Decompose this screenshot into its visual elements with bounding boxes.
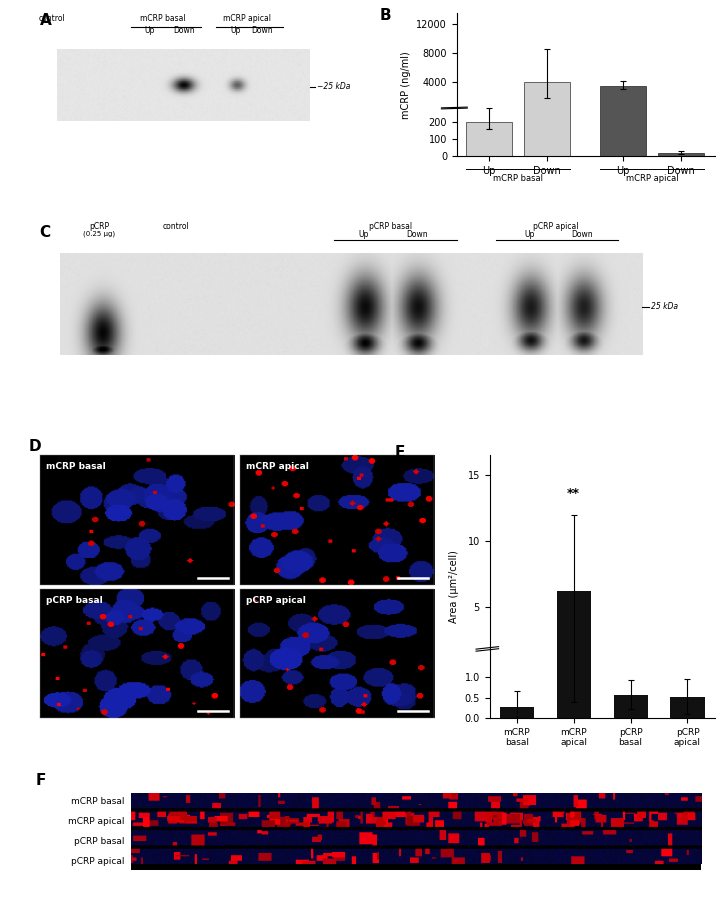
- Text: pCRP apical: pCRP apical: [71, 858, 124, 867]
- Text: −25 kDa: −25 kDa: [317, 82, 350, 91]
- Text: Up: Up: [524, 230, 535, 239]
- Text: Down: Down: [572, 230, 593, 239]
- Text: C: C: [40, 225, 51, 240]
- Text: A: A: [40, 13, 51, 29]
- Text: pCRP basal: pCRP basal: [74, 837, 124, 846]
- Text: pCRP basal: pCRP basal: [45, 596, 103, 605]
- Text: **: **: [567, 486, 580, 500]
- Bar: [557, 591, 591, 718]
- Text: pCRP apical: pCRP apical: [533, 222, 579, 231]
- Text: F: F: [36, 773, 46, 788]
- Text: mCRP apical: mCRP apical: [223, 14, 271, 23]
- Text: 25 kDa: 25 kDa: [651, 302, 678, 311]
- Text: pCRP apical: pCRP apical: [245, 596, 305, 605]
- Text: mCRP basal: mCRP basal: [45, 462, 105, 471]
- Text: mCRP apical: mCRP apical: [245, 462, 308, 471]
- Text: Up: Up: [230, 25, 240, 34]
- Y-axis label: mCRP (ng/ml): mCRP (ng/ml): [401, 51, 411, 118]
- Text: Up: Up: [359, 230, 369, 239]
- Text: E: E: [395, 445, 405, 460]
- Text: mCRP apical: mCRP apical: [68, 817, 124, 826]
- Text: mCRP basal: mCRP basal: [71, 797, 124, 806]
- Bar: [614, 694, 648, 718]
- Text: B: B: [380, 8, 391, 22]
- Text: Down: Down: [406, 230, 427, 239]
- Text: control: control: [162, 222, 189, 231]
- Text: mCRP basal: mCRP basal: [493, 174, 543, 183]
- Bar: [466, 122, 512, 156]
- Text: mCRP basal: mCRP basal: [139, 14, 185, 23]
- Text: pCRP: pCRP: [90, 222, 109, 231]
- Text: Up: Up: [144, 25, 155, 34]
- Bar: [671, 697, 705, 718]
- Text: mCRP apical: mCRP apical: [625, 174, 678, 183]
- Text: control: control: [39, 14, 66, 23]
- Text: (0.25 μg): (0.25 μg): [83, 231, 116, 238]
- Text: Down: Down: [251, 25, 272, 34]
- Bar: [658, 153, 704, 156]
- Bar: [524, 82, 570, 156]
- Y-axis label: Area (μm²/cell): Area (μm²/cell): [449, 551, 459, 623]
- Text: D: D: [29, 439, 41, 454]
- Bar: [600, 86, 645, 156]
- Text: pCRP basal: pCRP basal: [369, 222, 412, 231]
- Bar: [500, 707, 534, 718]
- Text: Down: Down: [173, 25, 194, 34]
